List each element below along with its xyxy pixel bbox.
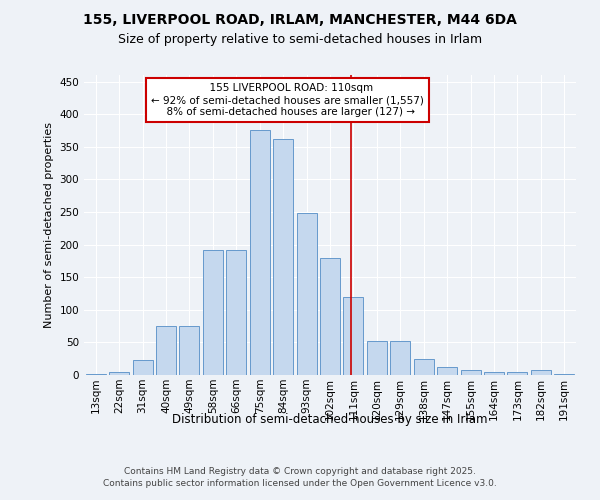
Bar [133,360,152,375]
Bar [109,372,129,375]
Bar [273,139,293,375]
Bar [531,370,551,375]
Text: Distribution of semi-detached houses by size in Irlam: Distribution of semi-detached houses by … [172,412,488,426]
Bar [86,374,106,375]
Bar [367,341,387,375]
Bar [343,296,364,375]
Bar [203,250,223,375]
Bar [461,370,481,375]
Bar [179,326,199,375]
Bar [250,130,269,375]
Text: Contains HM Land Registry data © Crown copyright and database right 2025.: Contains HM Land Registry data © Crown c… [124,468,476,476]
Bar [156,326,176,375]
Bar [484,372,504,375]
Text: 155, LIVERPOOL ROAD, IRLAM, MANCHESTER, M44 6DA: 155, LIVERPOOL ROAD, IRLAM, MANCHESTER, … [83,12,517,26]
Bar [508,372,527,375]
Text: Contains public sector information licensed under the Open Government Licence v3: Contains public sector information licen… [103,479,497,488]
Bar [414,358,434,375]
Bar [554,374,574,375]
Y-axis label: Number of semi-detached properties: Number of semi-detached properties [44,122,54,328]
Bar [437,367,457,375]
Bar [296,214,317,375]
Text: Size of property relative to semi-detached houses in Irlam: Size of property relative to semi-detach… [118,32,482,46]
Bar [320,258,340,375]
Bar [226,250,246,375]
Text: 155 LIVERPOOL ROAD: 110sqm
← 92% of semi-detached houses are smaller (1,557)
  8: 155 LIVERPOOL ROAD: 110sqm ← 92% of semi… [151,84,424,116]
Bar [391,341,410,375]
